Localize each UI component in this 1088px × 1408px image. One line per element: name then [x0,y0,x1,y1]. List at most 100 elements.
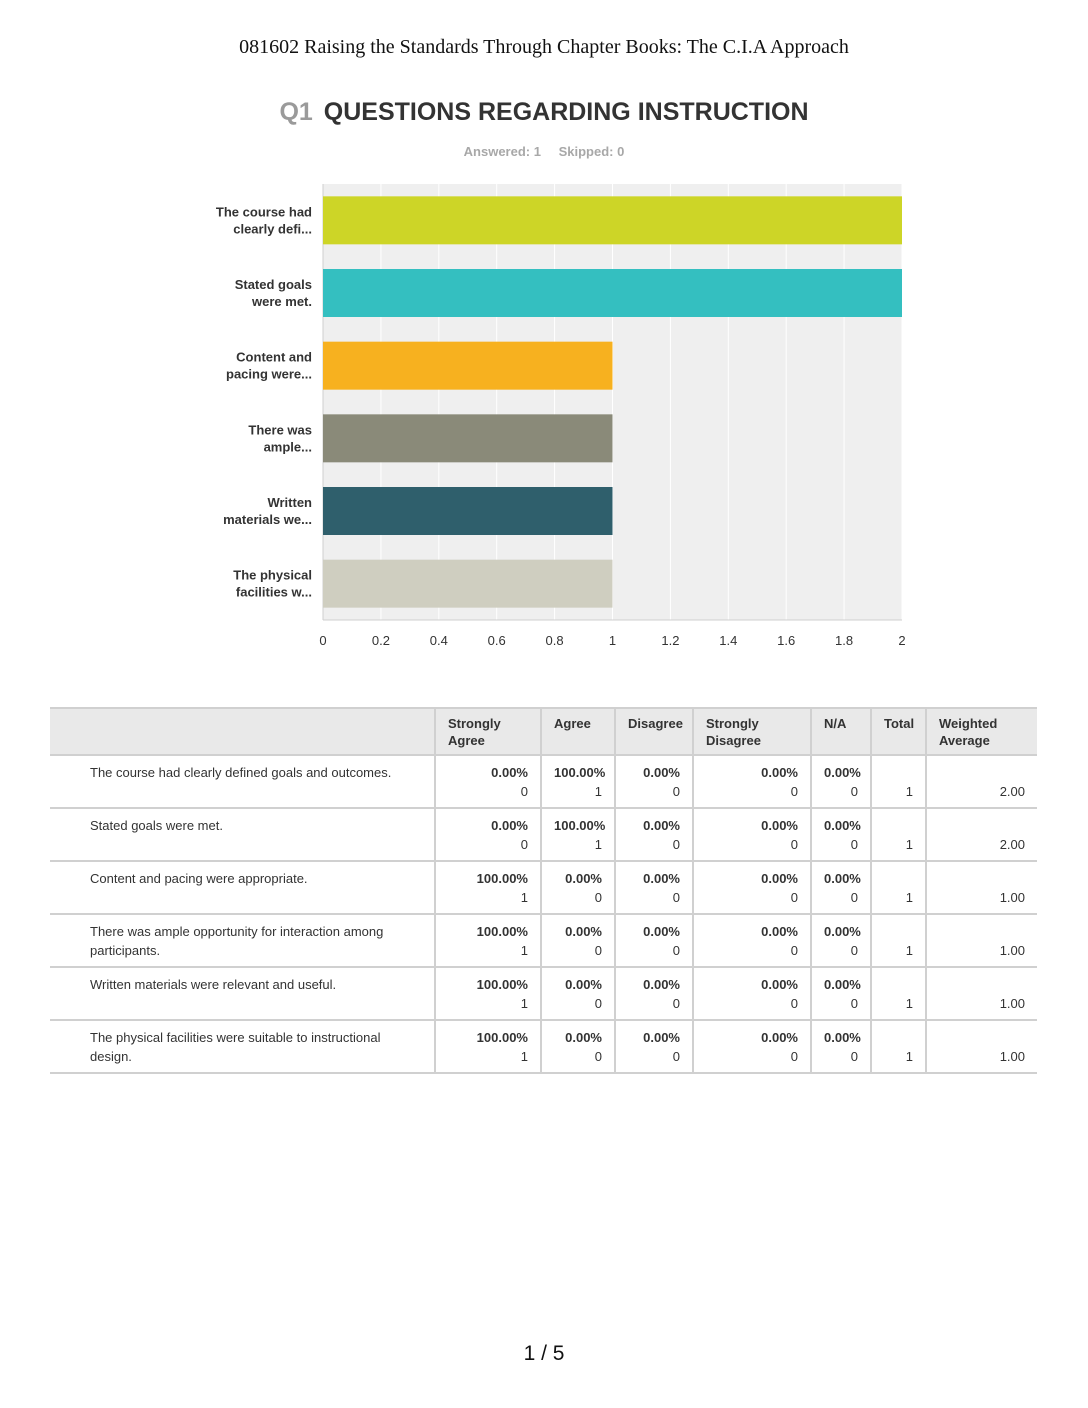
column-header: N/A [810,707,871,756]
percentage: 0.00% [824,818,861,833]
count: 0 [520,837,528,852]
column-header: Strongly Disagree [692,707,811,756]
count: 1 [594,784,602,799]
count: 0 [594,943,602,958]
row-label: Stated goals were met. [50,808,435,862]
total-cell: 1 [870,967,926,1021]
total-value: 1 [905,1049,913,1064]
y-tick-label: ample... [264,439,312,454]
y-tick-label: Written [267,495,312,510]
response-cell: 0.00% 0 [810,755,871,809]
count: 0 [672,1049,680,1064]
bar [323,341,613,390]
response-cell: 0.00% 0 [692,808,811,862]
y-tick-label: materials we... [223,512,312,527]
y-tick-label: The course had [216,204,312,219]
count: 0 [850,943,858,958]
total-value: 1 [905,943,913,958]
count: 0 [672,837,680,852]
percentage: 0.00% [643,765,680,780]
total-cell: 1 [870,1020,926,1074]
x-tick-label: 0.4 [430,633,448,648]
weighted-average-cell: 1.00 [925,967,1037,1021]
y-tick-label: There was [248,422,312,437]
percentage: 0.00% [565,977,602,992]
response-cell: 0.00% 0 [692,755,811,809]
percentage: 100.00% [476,924,528,939]
y-tick-label: Content and [236,350,312,365]
weighted-average-cell: 1.00 [925,861,1037,915]
bar [323,196,902,245]
count: 0 [850,1049,858,1064]
total-cell: 1 [870,861,926,915]
response-cell: 0.00% 0 [614,755,693,809]
total-cell: 1 [870,914,926,968]
question-title: Q1 QUESTIONS REGARDING INSTRUCTION [0,98,1088,127]
count: 1 [520,890,528,905]
percentage: 0.00% [491,765,528,780]
weighted-average-cell: 1.00 [925,1020,1037,1074]
count: 0 [850,996,858,1011]
question-number: Q1 [279,98,313,126]
response-cell: 0.00% 0 [540,861,615,915]
skipped-count: Skipped: 0 [558,144,625,159]
table-row: The course had clearly defined goals and… [50,755,1037,809]
x-tick-label: 1.4 [719,633,737,648]
response-cell: 100.00% 1 [434,861,541,915]
bar [323,269,902,317]
response-cell: 0.00% 0 [692,967,811,1021]
percentage: 0.00% [761,871,798,886]
count: 1 [520,943,528,958]
response-cell: 0.00% 0 [614,808,693,862]
count: 0 [790,996,798,1011]
response-cell: 100.00% 1 [434,967,541,1021]
y-tick-label: pacing were... [226,367,312,382]
row-label: There was ample opportunity for interact… [50,914,435,968]
results-table: Strongly Agree Agree Disagree Strongly Disa… [50,707,1037,1074]
response-cell: 100.00% 1 [434,1020,541,1074]
percentage: 0.00% [761,924,798,939]
response-cell: 0.00% 0 [810,861,871,915]
bar [323,487,613,535]
x-tick-label: 2 [898,633,905,648]
count: 1 [520,1049,528,1064]
column-header: Total [870,707,926,756]
x-tick-label: 1.2 [661,633,679,648]
x-tick-label: 1 [609,633,616,648]
total-value: 1 [905,837,913,852]
bar-chart: 0 0.2 0.4 0.6 0.8 1 1.2 1.4 1.6 1.8 2 The course ha… [216,184,906,648]
x-tick-label: 0.8 [546,633,564,648]
row-label: Content and pacing were appropriate. [50,861,435,915]
response-cell: 0.00% 0 [614,861,693,915]
response-cell: 0.00% 0 [434,808,541,862]
weighted-average-value: 1.00 [999,890,1025,905]
response-cell: 0.00% 0 [540,914,615,968]
percentage: 0.00% [761,977,798,992]
count: 0 [672,890,680,905]
weighted-average-cell: 2.00 [925,755,1037,809]
count: 1 [594,837,602,852]
weighted-average-value: 1.00 [999,943,1025,958]
percentage: 0.00% [824,871,861,886]
y-tick-label: clearly defi... [233,221,312,236]
count: 0 [850,837,858,852]
percentage: 0.00% [565,871,602,886]
weighted-average-value: 2.00 [999,837,1025,852]
percentage: 0.00% [643,871,680,886]
x-tick-label: 0 [319,633,326,648]
answered-count: Answered: 1 [463,144,541,159]
table-row: The physical facilities were suitable to… [50,1020,1037,1074]
row-label: The course had clearly defined goals and… [50,755,435,809]
count: 0 [672,943,680,958]
response-cell: 0.00% 0 [434,755,541,809]
count: 0 [594,996,602,1011]
percentage: 0.00% [643,977,680,992]
column-header: Strongly Agree [434,707,541,756]
percentage: 0.00% [491,818,528,833]
x-tick-label: 1.6 [777,633,795,648]
response-cell: 0.00% 0 [540,1020,615,1074]
total-value: 1 [905,784,913,799]
y-tick-label: were met. [251,294,312,309]
column-header: Weighted Average [925,707,1037,756]
count: 0 [672,784,680,799]
